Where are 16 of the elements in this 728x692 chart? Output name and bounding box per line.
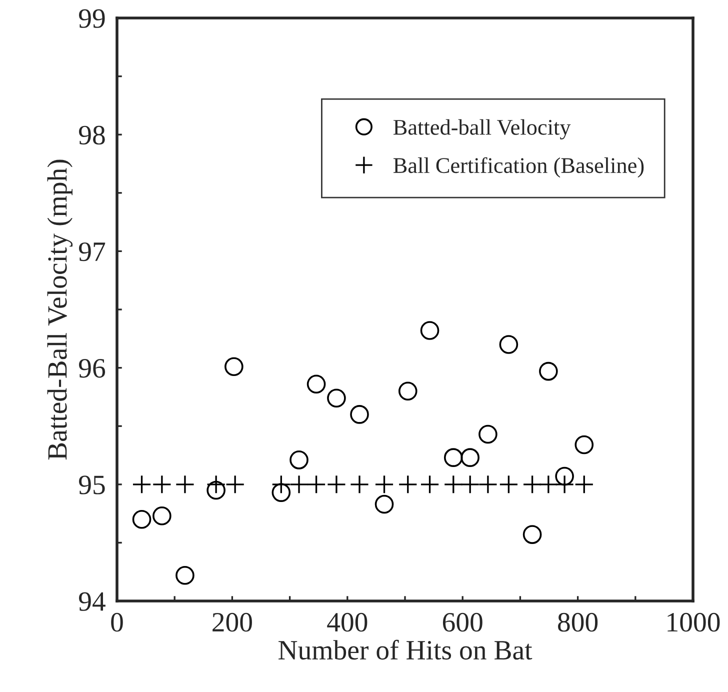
x-axis-title: Number of Hits on Bat (278, 640, 532, 660)
x-tick-label: 1000 (668, 612, 720, 632)
y-tick-label: 99 (79, 9, 105, 28)
x-tick-label: 600 (442, 612, 482, 632)
x-tick-label: 200 (212, 612, 252, 632)
y-tick-label: 96 (79, 359, 106, 378)
y-tick-label: 95 (79, 476, 105, 494)
y-tick-label: 97 (79, 242, 106, 262)
y-tick-label: 98 (79, 126, 105, 145)
y-tick-label: 94 (79, 592, 106, 611)
legend-label: Batted-ball Velocity (393, 119, 571, 140)
y-axis-title: Batted-Ball Velocity (mph) (47, 160, 73, 460)
x-tick-label: 0 (111, 612, 123, 632)
legend-label: Ball Certification (Baseline) (393, 157, 644, 178)
x-tick-label: 400 (327, 612, 368, 632)
x-tick-label: 800 (558, 612, 598, 632)
